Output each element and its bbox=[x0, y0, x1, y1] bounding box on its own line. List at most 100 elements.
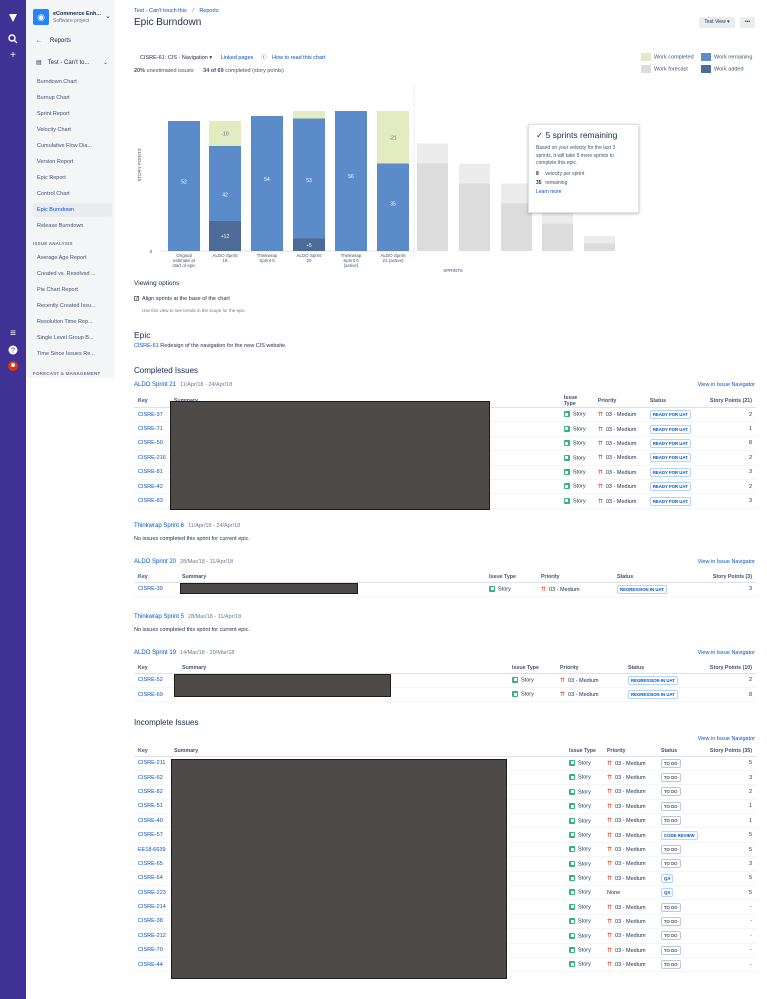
search-icon[interactable] bbox=[7, 34, 19, 46]
breadcrumb-reports[interactable]: Reports bbox=[199, 8, 219, 14]
issue-key-link[interactable]: CISRE-40 bbox=[138, 817, 163, 824]
help-circle-icon[interactable]: ⓘ bbox=[260, 55, 267, 61]
issue-key-link[interactable]: CISRE-214 bbox=[138, 904, 166, 911]
sidebar-item-single-level-group-b[interactable]: Single Level Group B... bbox=[37, 335, 94, 341]
col-issue-type[interactable]: Issue Type bbox=[485, 573, 537, 583]
issue-type: Story bbox=[572, 498, 586, 505]
issue-key-link[interactable]: CISRE-57 bbox=[138, 832, 163, 839]
issue-key-link[interactable]: CISRE-38 bbox=[138, 918, 163, 925]
view-in-navigator-link[interactable]: View in Issue Navigator bbox=[697, 559, 755, 565]
view-in-navigator-link[interactable]: View in Issue Navigator bbox=[697, 650, 755, 656]
col-priority[interactable]: Priority bbox=[593, 395, 646, 408]
issue-key-link[interactable]: CISRE-39 bbox=[138, 586, 163, 593]
sidebar-item-control-chart[interactable]: Control Chart bbox=[37, 191, 70, 197]
sidebar-item-velocity-chart[interactable]: Velocity Chart bbox=[37, 127, 71, 133]
menu-icon[interactable]: ≡ bbox=[10, 328, 16, 339]
col-story-points[interactable]: Story Points (21) bbox=[697, 395, 756, 408]
view-in-navigator-link[interactable]: View in Issue Navigator bbox=[697, 382, 755, 388]
sidebar-item-cumulative-flow-dia[interactable]: Cumulative Flow Dia... bbox=[37, 143, 93, 149]
issue-key-link[interactable]: CISRE-44 bbox=[138, 961, 163, 968]
sidebar-item-pie-chart-report[interactable]: Pie Chart Report bbox=[37, 287, 78, 293]
issue-key-link[interactable]: CISRE-51 bbox=[138, 803, 163, 810]
sprint-name-link[interactable]: ALDO Sprint 21 bbox=[134, 382, 177, 388]
col-key[interactable]: Key bbox=[134, 664, 178, 674]
checkbox[interactable]: ✓ bbox=[134, 296, 140, 303]
issue-key-link[interactable]: CISRE-83 bbox=[138, 498, 163, 505]
sprint-name-link[interactable]: ALDO Sprint 19 bbox=[134, 650, 177, 656]
issue-key-link[interactable]: EE18-6639 bbox=[138, 846, 166, 853]
avatar[interactable] bbox=[7, 361, 19, 373]
x-tick-label: (active) bbox=[344, 263, 359, 268]
back-to-reports[interactable]: ← Reports bbox=[36, 38, 79, 44]
sidebar-item-time-since-issues-re[interactable]: Time Since Issues Re... bbox=[37, 351, 95, 357]
sidebar-item-burnup-chart[interactable]: Burnup Chart bbox=[37, 95, 70, 101]
sidebar-item-version-report[interactable]: Version Report bbox=[37, 159, 74, 165]
sidebar-item-release-burndown[interactable]: Release Burndown bbox=[37, 223, 84, 229]
sidebar-item-burndown-chart[interactable]: Burndown Chart bbox=[37, 79, 77, 85]
sprint-name-link[interactable]: ALDO Sprint 20 bbox=[134, 559, 177, 565]
view-in-navigator-link[interactable]: View in Issue Navigator bbox=[697, 736, 755, 742]
col-status[interactable]: Status bbox=[624, 664, 698, 674]
linked-pages-link[interactable]: Linked pages bbox=[220, 55, 254, 61]
more-button[interactable]: ••• bbox=[740, 17, 755, 28]
col-key[interactable]: Key bbox=[134, 747, 170, 757]
story-icon bbox=[563, 411, 570, 418]
col-issue-type[interactable]: Issue Type bbox=[565, 747, 603, 757]
sprint-name-link[interactable]: Thinkwrap Sprint 5 bbox=[134, 614, 185, 620]
sidebar-item-created-vs-resolved[interactable]: Created vs. Resolved ... bbox=[37, 271, 96, 277]
col-summary[interactable]: Summary bbox=[178, 573, 485, 583]
issue-key-link[interactable]: CISRE-70 bbox=[138, 947, 163, 954]
col-priority[interactable]: Priority bbox=[537, 573, 613, 583]
issue-key-link[interactable]: CISRE-71 bbox=[138, 426, 163, 433]
col-status[interactable]: Status bbox=[613, 573, 700, 583]
issue-key-link[interactable]: CISRE-69 bbox=[138, 691, 163, 698]
col-priority[interactable]: Priority bbox=[556, 664, 624, 674]
col-summary[interactable]: Summary bbox=[178, 664, 508, 674]
issue-key-link[interactable]: CISRE-81 bbox=[138, 469, 163, 476]
help-icon[interactable]: ? bbox=[7, 345, 19, 357]
how-to-read-link[interactable]: How to read this chart bbox=[272, 55, 326, 61]
col-key[interactable]: Key bbox=[134, 395, 170, 408]
issue-key-link[interactable]: CISRE-212 bbox=[138, 932, 166, 939]
col-story-points[interactable]: Story Points (10) bbox=[698, 664, 756, 674]
board-switcher[interactable]: ▤ Test - Can't to... ⌄ bbox=[36, 59, 112, 66]
learn-more-link[interactable]: Learn more bbox=[536, 188, 562, 195]
col-priority[interactable]: Priority bbox=[603, 747, 657, 757]
issue-key-link[interactable]: CISRE-52 bbox=[138, 677, 163, 684]
view-select-button[interactable]: Test View ▾ bbox=[699, 17, 735, 28]
col-summary[interactable]: Summary bbox=[170, 747, 565, 757]
issue-key-link[interactable]: CISRE-223 bbox=[138, 889, 166, 896]
col-key[interactable]: Key bbox=[134, 573, 178, 583]
jira-logo-icon[interactable] bbox=[7, 12, 19, 24]
chevron-down-icon[interactable]: ⌄ bbox=[105, 13, 111, 20]
sidebar-item-average-age-report[interactable]: Average Age Report bbox=[37, 255, 87, 261]
epic-select[interactable]: CISRE-61: CIS - Navigation ▾ bbox=[140, 55, 213, 61]
issue-key-link[interactable]: CISRE-62 bbox=[138, 774, 163, 781]
breadcrumb-board[interactable]: Test - Can't touch this bbox=[134, 8, 187, 14]
sprint-name-link[interactable]: Thinkwrap Sprint 6 bbox=[134, 523, 185, 529]
sidebar-item-sprint-report[interactable]: Sprint Report bbox=[37, 111, 70, 117]
col-issue-type[interactable]: Issue Type bbox=[508, 664, 556, 674]
issue-key-link[interactable]: CISRE-65 bbox=[138, 860, 163, 867]
project-header[interactable]: ◉ eCommerce Enh... Software project ⌄ bbox=[33, 9, 111, 27]
col-story-points[interactable]: Story Points (3) bbox=[700, 573, 756, 583]
priority-medium-icon: ⇈ bbox=[607, 832, 613, 839]
issue-key-link[interactable]: CISRE-216 bbox=[138, 454, 166, 461]
epic-key-link[interactable]: CISRE-61 bbox=[134, 343, 159, 349]
sidebar-item-recently-created-issu[interactable]: Recently Created Issu... bbox=[37, 303, 96, 309]
col-story-points[interactable]: Story Points (35) bbox=[705, 747, 756, 757]
sidebar-item-resolution-time-rep[interactable]: Resolution Time Rep... bbox=[37, 319, 93, 325]
issue-key-link[interactable]: CISRE-50 bbox=[138, 440, 163, 447]
col-status[interactable]: Status bbox=[657, 747, 705, 757]
col-issue-type[interactable]: Issue Type bbox=[559, 395, 594, 408]
issue-key-link[interactable]: CISRE-37 bbox=[138, 411, 163, 418]
col-status[interactable]: Status bbox=[645, 395, 698, 408]
issue-key-link[interactable]: CISRE-42 bbox=[138, 483, 163, 490]
create-plus-icon[interactable]: + bbox=[10, 50, 16, 61]
sidebar-item-epic-burndown[interactable]: Epic Burndown bbox=[33, 203, 112, 217]
issue-key-link[interactable]: CISRE-64 bbox=[138, 875, 163, 882]
issue-key-link[interactable]: CISRE-211 bbox=[138, 760, 166, 767]
sidebar-item-epic-report[interactable]: Epic Report bbox=[37, 175, 66, 181]
align-sprints-option[interactable]: ✓ Align sprints at the base of the chart bbox=[134, 296, 230, 302]
issue-key-link[interactable]: CISRE-82 bbox=[138, 788, 163, 795]
